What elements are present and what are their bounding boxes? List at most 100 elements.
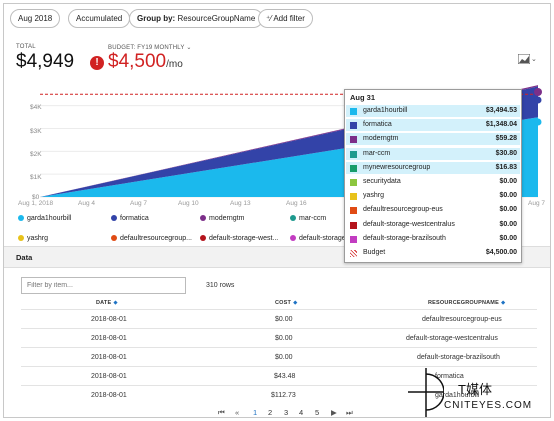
page-5[interactable]: 5 <box>315 408 320 417</box>
group-by-value: ResourceGroupName <box>177 14 256 23</box>
tooltip-swatch <box>350 235 357 243</box>
tooltip-series-value: $0.00 <box>499 220 517 228</box>
tooltip-series-value: $4,500.00 <box>485 249 517 256</box>
cell-date: 2018-08-01 <box>91 373 127 380</box>
chevron-down-icon[interactable]: ⌄ <box>531 56 537 63</box>
cell-resource-group: defaultresourcegroup-eus <box>422 316 502 323</box>
watermark-url: CNITEYES.COM <box>444 400 533 411</box>
series-end-marker-moderngtm <box>534 88 542 96</box>
column-header-cost[interactable]: COST ◆ <box>275 300 298 306</box>
chart-type-icon[interactable] <box>518 54 530 64</box>
tooltip-row: formatica $1,348.04 <box>346 119 520 132</box>
tooltip-series-value: $0.00 <box>499 234 517 242</box>
tooltip-swatch <box>350 250 357 257</box>
cell-date: 2018-08-01 <box>91 335 127 342</box>
page-4[interactable]: 4 <box>299 408 304 417</box>
tooltip-series-value: $0.00 <box>499 178 517 185</box>
x-tick-label: Aug 10 <box>178 200 199 207</box>
tooltip-row: defaultresourcegroup-eus $0.00 <box>346 204 520 216</box>
legend-item[interactable]: default-storage-... <box>290 235 354 242</box>
cell-resource-group: garda1hourbill <box>435 392 480 399</box>
legend-item[interactable]: yashrg <box>18 235 48 242</box>
tooltip-series-name: garda1hourbill <box>363 107 408 114</box>
cell-cost: $0.00 <box>275 335 293 342</box>
cell-resource-group: formatica <box>435 373 464 380</box>
sort-icon: ◆ <box>293 300 298 306</box>
legend-item[interactable]: garda1hourbill <box>18 215 71 222</box>
tooltip-row: Budget $4,500.00 <box>346 247 520 259</box>
legend-swatch <box>111 235 117 241</box>
tooltip-row: mar-ccm $30.80 <box>346 147 520 160</box>
y-tick-label: $4K <box>30 104 42 111</box>
tooltip-row: yashrg $0.00 <box>346 190 520 202</box>
total-value: $4,949 <box>16 51 75 72</box>
tooltip-row: mynewresourcegroup $16.83 <box>346 161 520 174</box>
last-page-icon[interactable]: ⏭ <box>346 408 353 417</box>
tooltip-series-name: mynewresourcegroup <box>363 163 431 171</box>
next-page-icon[interactable]: ▶ <box>331 408 337 417</box>
y-tick-label: $2K <box>30 151 42 158</box>
prev-page-icon[interactable]: « <box>235 408 240 417</box>
legend-item[interactable]: mar-ccm <box>290 215 326 222</box>
page-2[interactable]: 2 <box>268 408 273 417</box>
budget-value: $4,500/mo <box>108 51 183 72</box>
tooltip-swatch <box>350 150 357 158</box>
column-header-date[interactable]: DATE ◆ <box>96 300 118 306</box>
page-1[interactable]: 1 <box>253 408 258 417</box>
table-row[interactable]: 2018-08-01 $112.73 garda1hourbill <box>21 385 537 404</box>
add-filter-icon: ⁺⁄ <box>266 14 272 23</box>
date-range-pill[interactable]: Aug 2018 <box>10 9 61 28</box>
row-count: 310 rows <box>206 282 235 289</box>
tooltip-series-name: defaultresourcegroup-eus <box>363 206 443 214</box>
x-tick-label: Aug 16 <box>286 200 307 207</box>
group-by-label: Group by: <box>137 14 176 23</box>
cell-date: 2018-08-01 <box>91 354 127 361</box>
cell-date: 2018-08-01 <box>91 316 127 323</box>
group-by-pill[interactable]: Group by: ResourceGroupName <box>129 9 264 28</box>
add-filter-button[interactable]: ⁺⁄ Add filter <box>258 9 313 28</box>
first-page-icon[interactable]: ⏮ <box>218 408 225 417</box>
total-label: TOTAL <box>16 44 36 50</box>
cell-cost: $43.48 <box>274 373 296 380</box>
tooltip-swatch <box>350 207 357 215</box>
filter-input[interactable] <box>21 277 186 294</box>
page-3[interactable]: 3 <box>284 408 289 417</box>
legend-item[interactable]: defaultresourcegroup... <box>111 235 192 242</box>
tooltip-row: securitydata $0.00 <box>346 176 520 188</box>
view-mode-pill[interactable]: Accumulated <box>68 9 131 28</box>
tooltip-series-value: $16.83 <box>495 163 517 171</box>
tooltip-series-name: default-storage-westcentralus <box>363 220 455 228</box>
tooltip-swatch <box>350 179 357 186</box>
tooltip-series-name: mar-ccm <box>363 149 391 157</box>
legend-swatch <box>290 215 296 221</box>
tooltip-series-name: formatica <box>363 121 392 129</box>
x-tick-label: Aug 4 <box>78 200 95 207</box>
sort-icon: ◆ <box>113 300 118 306</box>
table-row[interactable]: 2018-08-01 $0.00 defaultresourcegroup-eu… <box>21 309 537 328</box>
budget-label[interactable]: BUDGET: FY19 MONTHLY ⌄ <box>108 45 192 51</box>
table-row[interactable]: 2018-08-01 $43.48 formatica <box>21 366 537 385</box>
x-tick-label: Aug 7 <box>528 200 545 207</box>
table-row[interactable]: 2018-08-01 $0.00 default-storage-westcen… <box>21 328 537 347</box>
cell-date: 2018-08-01 <box>91 392 127 399</box>
table-row[interactable]: 2018-08-01 $0.00 default-storage-brazils… <box>21 347 537 366</box>
x-tick-label: Aug 7 <box>130 200 147 207</box>
cell-resource-group: default-storage-westcentralus <box>406 335 498 342</box>
tooltip-series-value: $1,348.04 <box>485 121 517 129</box>
chevron-down-icon: ⌄ <box>186 45 192 51</box>
legend-item[interactable]: moderngtm <box>200 215 244 222</box>
y-tick-label: $1K <box>30 174 42 181</box>
cost-analysis-panel: Aug 2018 Accumulated Group by: ResourceG… <box>3 3 551 418</box>
watermark-logo <box>408 368 444 417</box>
legend-item[interactable]: formatica <box>111 215 149 222</box>
column-header-resourcegroupname[interactable]: RESOURCEGROUPNAME ◆ <box>428 300 506 306</box>
x-tick-label: Aug 1, 2018 <box>18 200 54 207</box>
tooltip-swatch <box>350 193 357 201</box>
legend-item[interactable]: default-storage-west... <box>200 235 278 242</box>
tooltip-series-value: $30.80 <box>495 149 517 157</box>
y-tick-label: $0 <box>32 194 40 201</box>
tooltip-series-value: $0.00 <box>499 206 517 214</box>
tooltip-series-name: Budget <box>363 249 386 256</box>
legend-swatch <box>18 215 24 221</box>
cell-resource-group: default-storage-brazilsouth <box>417 354 500 361</box>
